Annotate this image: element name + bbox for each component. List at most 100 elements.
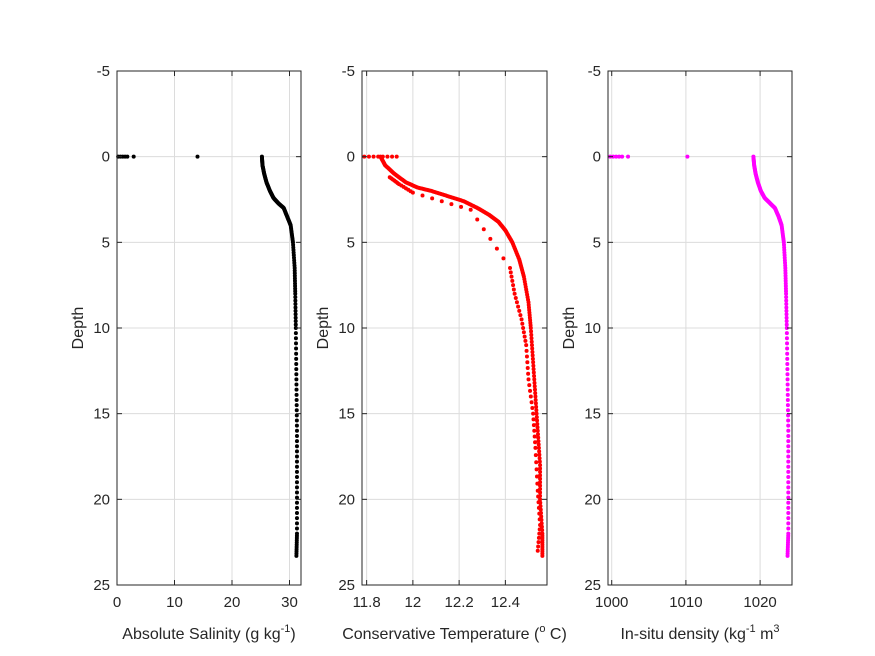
temperature-y-tick-label: -5 [342,63,355,80]
temperature-data-point [530,353,535,358]
salinity-data-point [294,464,299,469]
salinity-data-point [294,521,299,526]
temperature-data-point [532,428,537,433]
salinity-y-tick-label: 10 [93,320,110,337]
salinity-data-point [294,439,299,444]
temperature-panel: 11.8 12 12.2 12.4 -5 0 5 10 15 20 25 Conservative … [315,63,567,643]
temperature-y-tick-label: 5 [347,234,355,251]
temperature-data-point [534,460,539,465]
temperature-data-point [531,417,536,422]
density-data-point [786,433,791,438]
temperature-data-point [468,207,473,212]
temperature-data-point [531,367,536,372]
salinity-y-tick-label: 15 [93,406,110,423]
density-x-tick-label: 1010 [669,594,702,611]
temperature-data-point [520,321,525,326]
temperature-data-point [521,330,526,335]
density-y-tick-label: 5 [593,234,601,251]
density-data-point [786,516,791,521]
salinity-data-point [293,331,298,336]
salinity-data-point [293,295,298,300]
temperature-data-point [439,199,444,204]
temperature-data-point [535,481,540,486]
temperature-data-point [525,360,530,365]
density-data-point [786,526,791,531]
temperature-data-point [528,388,533,393]
density-data-point [784,322,789,327]
salinity-data-point [294,495,299,500]
salinity-data-point [294,475,299,480]
salinity-data-point [293,291,298,296]
temperature-data-point [522,334,527,339]
temperature-data-point [532,377,537,382]
temperature-x-tick-label: 11.8 [353,594,381,611]
temperature-data-point [532,373,537,378]
salinity-y-tick-label: -5 [97,63,110,80]
temperature-data-point [537,449,542,454]
temperature-data-point [430,196,435,201]
temperature-data-point [459,204,464,209]
temperature-data-point [390,154,395,159]
density-data-point [786,413,791,418]
density-data-point [786,485,791,490]
density-data-point [786,423,791,428]
density-data-point [786,505,791,510]
density-data-point [785,351,790,356]
density-x-tick-label: 1020 [743,594,776,611]
density-data-point [785,377,790,382]
salinity-y-tick-label: 25 [93,577,110,594]
temperature-data-point [531,370,536,375]
temperature-data-point [524,354,529,359]
salinity-data-point [294,351,299,356]
temperature-y-tick-label: 0 [347,149,355,166]
density-ticks: 1000 1010 1020 -5 0 5 10 15 20 25 [584,63,792,611]
density-y-tick-label: 10 [584,320,601,337]
density-data-point [784,302,789,307]
density-data-point [785,356,790,361]
density-data-point [785,392,790,397]
salinity-data-point [294,428,299,433]
density-data-point [786,480,791,485]
temperature-data-point [530,346,535,351]
salinity-data-point [294,511,299,516]
temperature-data-point [394,154,399,159]
density-y-axis-label: Depth [561,307,578,350]
density-data-point [626,154,631,159]
temperature-data-point [524,343,529,348]
temperature-data-point [531,363,536,368]
temperature-data-point [538,523,543,528]
temperature-data-point [532,380,537,385]
temperature-data-point [534,474,539,479]
density-data-point [786,521,791,526]
temperature-data-point [533,445,538,450]
temperature-data-point [526,371,531,376]
salinity-x-tick-label: 30 [281,594,298,611]
salinity-data-point [293,298,298,303]
temperature-data-point [481,227,486,232]
density-data-point [786,511,791,516]
density-data-point [785,346,790,351]
density-x-tick-label: 1000 [595,594,628,611]
density-data-point [685,154,690,159]
temperature-data-point [510,278,515,283]
temperature-data-point [508,270,513,275]
salinity-data-point [294,418,299,423]
density-data-point [614,154,619,159]
density-data-point [785,367,790,372]
salinity-data-point [294,392,299,397]
density-data-point [784,308,789,313]
salinity-x-tick-label: 0 [113,594,121,611]
temperature-data-point [532,434,537,439]
salinity-data-point [294,397,299,402]
salinity-data-point [294,382,299,387]
temperature-data-point [526,377,531,382]
density-data-point [784,315,789,320]
density-data-point [784,298,789,303]
salinity-ticks: 0 10 20 30 -5 0 5 10 15 20 25 [93,63,301,611]
density-data-point [784,295,789,300]
temperature-data-point [521,326,526,330]
temperature-data-point [533,453,538,458]
temperature-data-point [529,332,534,337]
temperature-x-axis-label: Conservative Temperature (o C) [342,623,567,643]
temperature-data-point [531,423,536,428]
